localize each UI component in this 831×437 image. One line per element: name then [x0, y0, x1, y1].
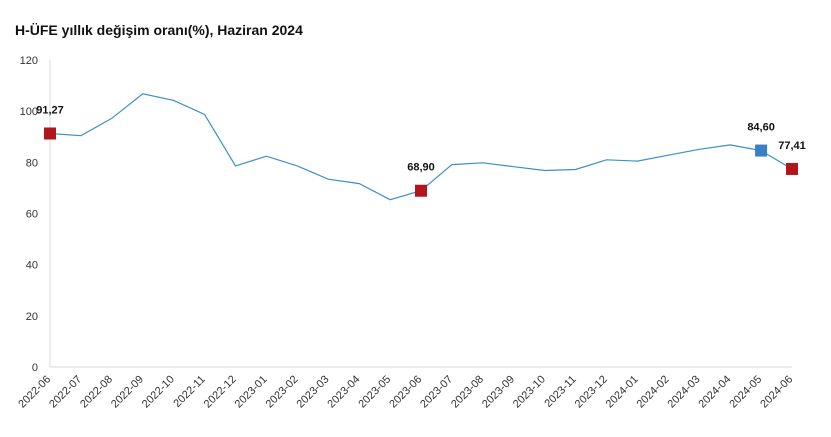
chart-title: H-ÜFE yıllık değişim oranı(%), Haziran 2…: [15, 22, 303, 38]
x-tick-label: 2022-09: [109, 373, 146, 410]
x-tick-label: 2023-11: [542, 373, 578, 409]
y-tick-label: 0: [32, 362, 38, 374]
y-tick-label: 20: [26, 311, 38, 323]
x-tick-label: 2022-08: [78, 373, 115, 410]
data-label: 91,27: [36, 105, 64, 117]
data-point-marker: [755, 144, 768, 157]
y-tick-label: 80: [26, 157, 38, 169]
data-point-marker: [786, 162, 798, 175]
x-tick-label: 2023-01: [233, 373, 270, 410]
x-tick-label: 2022-06: [16, 373, 53, 410]
y-tick-label: 100: [20, 106, 38, 118]
x-tick-label: 2023-08: [449, 373, 486, 410]
series-line: [49, 93, 793, 201]
x-tick-label: 2022-11: [171, 373, 207, 409]
y-tick-label: 120: [20, 55, 38, 67]
x-tick-label: 2024-01: [604, 373, 641, 410]
x-tick-label: 2023-05: [356, 373, 393, 410]
x-tick-label: 2023-06: [387, 373, 424, 410]
x-tick-label: 2024-05: [727, 373, 764, 410]
x-tick-label: 2024-06: [758, 373, 795, 410]
x-tick-label: 2023-02: [264, 373, 301, 410]
data-label: 77,41: [778, 140, 806, 152]
x-tick-label: 2023-07: [418, 373, 455, 410]
data-point-marker: [415, 184, 427, 197]
x-tick-label: 2024-03: [666, 373, 703, 410]
x-tick-label: 2023-04: [325, 373, 362, 410]
x-tick-label: 2024-02: [635, 373, 672, 410]
x-tick-label: 2023-12: [573, 373, 610, 410]
data-label: 84,60: [747, 122, 775, 134]
data-point-marker: [44, 127, 56, 140]
x-tick-label: 2023-09: [480, 373, 517, 410]
y-tick-label: 60: [26, 209, 38, 221]
x-tick-label: 2022-07: [47, 373, 84, 410]
data-label: 68,90: [407, 162, 435, 174]
x-tick-label: 2023-10: [511, 373, 548, 410]
x-tick-label: 2023-03: [295, 373, 332, 410]
y-tick-label: 40: [26, 260, 38, 272]
x-tick-label: 2024-04: [696, 373, 733, 410]
x-tick-label: 2022-10: [140, 373, 177, 410]
x-tick-label: 2022-12: [202, 373, 239, 410]
